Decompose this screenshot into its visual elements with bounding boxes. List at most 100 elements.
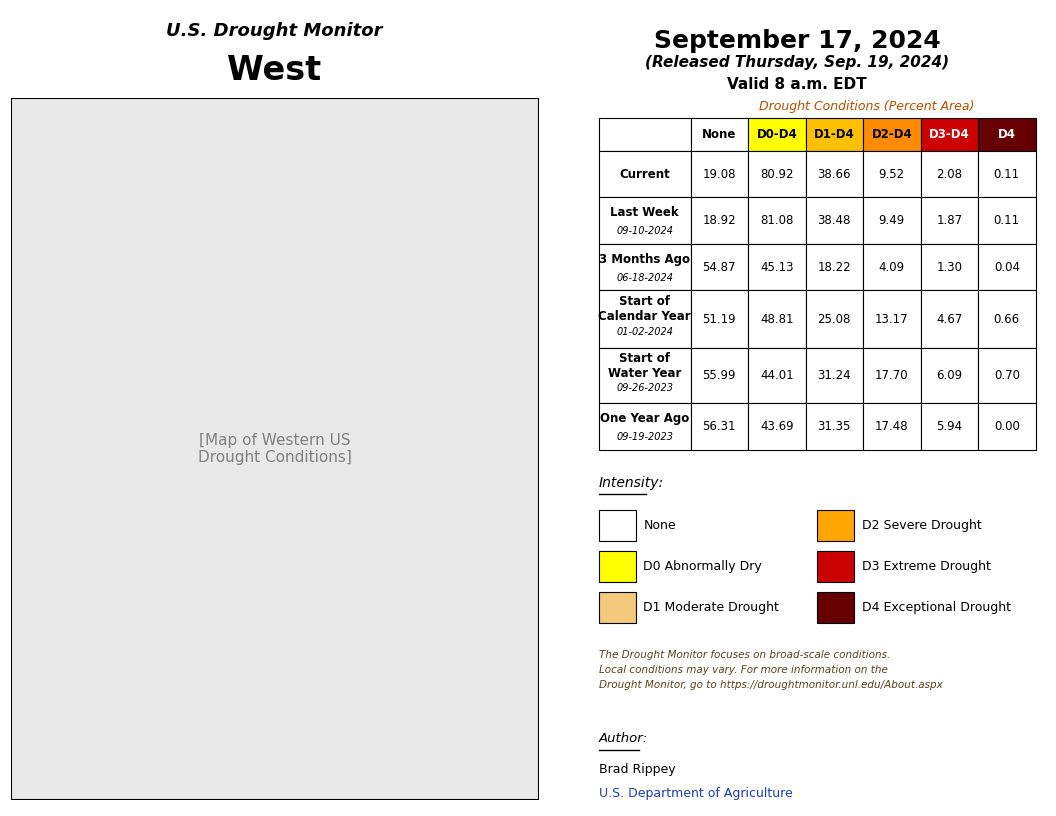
Text: 0.00: 0.00	[994, 420, 1020, 432]
Text: U.S. Drought Monitor: U.S. Drought Monitor	[166, 22, 383, 40]
Text: Start of
Calendar Year: Start of Calendar Year	[599, 295, 691, 323]
Text: 31.35: 31.35	[817, 420, 851, 432]
FancyBboxPatch shape	[806, 348, 863, 403]
Text: 01-02-2024: 01-02-2024	[616, 327, 673, 337]
FancyBboxPatch shape	[691, 403, 748, 450]
FancyBboxPatch shape	[817, 551, 854, 582]
FancyBboxPatch shape	[748, 403, 806, 450]
Text: Start of
Water Year: Start of Water Year	[608, 352, 681, 380]
FancyBboxPatch shape	[748, 348, 806, 403]
Text: 38.66: 38.66	[817, 168, 851, 180]
FancyBboxPatch shape	[978, 197, 1036, 244]
Text: D4 Exceptional Drought: D4 Exceptional Drought	[862, 601, 1011, 614]
FancyBboxPatch shape	[599, 510, 636, 541]
FancyBboxPatch shape	[978, 244, 1036, 290]
Text: 4.09: 4.09	[879, 261, 905, 273]
Text: 0.11: 0.11	[994, 215, 1020, 227]
FancyBboxPatch shape	[748, 118, 806, 151]
Text: 5.94: 5.94	[937, 420, 962, 432]
Text: 9.49: 9.49	[879, 215, 905, 227]
FancyBboxPatch shape	[921, 290, 978, 348]
FancyBboxPatch shape	[978, 348, 1036, 403]
FancyBboxPatch shape	[817, 510, 854, 541]
Text: 09-10-2024: 09-10-2024	[616, 226, 673, 237]
FancyBboxPatch shape	[748, 244, 806, 290]
Text: 81.08: 81.08	[760, 215, 793, 227]
FancyBboxPatch shape	[599, 551, 636, 582]
FancyBboxPatch shape	[817, 592, 854, 623]
Text: 0.04: 0.04	[994, 261, 1020, 273]
Text: 45.13: 45.13	[760, 261, 793, 273]
Text: Author:: Author:	[599, 732, 648, 745]
Text: Valid 8 a.m. EDT: Valid 8 a.m. EDT	[728, 77, 867, 91]
FancyBboxPatch shape	[863, 197, 921, 244]
FancyBboxPatch shape	[921, 348, 978, 403]
Text: 17.48: 17.48	[875, 420, 908, 432]
Text: Drought Conditions (Percent Area): Drought Conditions (Percent Area)	[759, 100, 975, 113]
FancyBboxPatch shape	[863, 403, 921, 450]
Text: 31.24: 31.24	[817, 369, 851, 382]
FancyBboxPatch shape	[691, 290, 748, 348]
Text: 2.08: 2.08	[937, 168, 962, 180]
Text: 1.87: 1.87	[937, 215, 962, 227]
Text: 13.17: 13.17	[875, 313, 908, 326]
Text: 4.67: 4.67	[937, 313, 962, 326]
Text: D4: D4	[998, 128, 1016, 141]
FancyBboxPatch shape	[599, 151, 691, 197]
FancyBboxPatch shape	[921, 151, 978, 197]
FancyBboxPatch shape	[599, 244, 691, 290]
FancyBboxPatch shape	[806, 403, 863, 450]
FancyBboxPatch shape	[921, 403, 978, 450]
Text: 17.70: 17.70	[875, 369, 908, 382]
Text: The Drought Monitor focuses on broad-scale conditions.
Local conditions may vary: The Drought Monitor focuses on broad-sca…	[599, 650, 943, 690]
FancyBboxPatch shape	[806, 118, 863, 151]
FancyBboxPatch shape	[748, 197, 806, 244]
FancyBboxPatch shape	[978, 403, 1036, 450]
FancyBboxPatch shape	[978, 118, 1036, 151]
FancyBboxPatch shape	[863, 151, 921, 197]
Text: 0.70: 0.70	[994, 369, 1020, 382]
FancyBboxPatch shape	[599, 403, 691, 450]
Text: None: None	[702, 128, 736, 141]
FancyBboxPatch shape	[599, 118, 691, 151]
Text: 51.19: 51.19	[702, 313, 736, 326]
Text: Intensity:: Intensity:	[599, 476, 664, 490]
Text: None: None	[643, 519, 676, 532]
FancyBboxPatch shape	[691, 197, 748, 244]
Text: 9.52: 9.52	[879, 168, 905, 180]
FancyBboxPatch shape	[978, 151, 1036, 197]
FancyBboxPatch shape	[691, 118, 748, 151]
Text: 38.48: 38.48	[817, 215, 851, 227]
Text: Brad Rippey: Brad Rippey	[599, 763, 676, 776]
Text: 25.08: 25.08	[817, 313, 851, 326]
Text: 44.01: 44.01	[760, 369, 794, 382]
FancyBboxPatch shape	[599, 290, 691, 348]
Text: 09-26-2023: 09-26-2023	[616, 384, 673, 393]
FancyBboxPatch shape	[921, 244, 978, 290]
Text: D1 Moderate Drought: D1 Moderate Drought	[643, 601, 779, 614]
FancyBboxPatch shape	[691, 244, 748, 290]
Text: D0-D4: D0-D4	[756, 128, 797, 141]
Text: D3 Extreme Drought: D3 Extreme Drought	[862, 560, 991, 573]
FancyBboxPatch shape	[599, 348, 691, 403]
FancyBboxPatch shape	[691, 151, 748, 197]
FancyBboxPatch shape	[978, 290, 1036, 348]
Text: D2 Severe Drought: D2 Severe Drought	[862, 519, 981, 532]
FancyBboxPatch shape	[921, 118, 978, 151]
FancyBboxPatch shape	[921, 197, 978, 244]
Text: D3-D4: D3-D4	[929, 128, 969, 141]
Text: Current: Current	[619, 168, 671, 180]
Text: 54.87: 54.87	[702, 261, 736, 273]
FancyBboxPatch shape	[599, 592, 636, 623]
FancyBboxPatch shape	[599, 197, 691, 244]
Text: Last Week: Last Week	[610, 206, 679, 220]
FancyBboxPatch shape	[806, 244, 863, 290]
FancyBboxPatch shape	[806, 151, 863, 197]
Text: [Map of Western US
Drought Conditions]: [Map of Western US Drought Conditions]	[197, 432, 352, 465]
Text: D0 Abnormally Dry: D0 Abnormally Dry	[643, 560, 762, 573]
Text: 0.11: 0.11	[994, 168, 1020, 180]
Text: 6.09: 6.09	[937, 369, 962, 382]
Text: (Released Thursday, Sep. 19, 2024): (Released Thursday, Sep. 19, 2024)	[645, 55, 949, 70]
FancyBboxPatch shape	[806, 290, 863, 348]
Text: 43.69: 43.69	[760, 420, 794, 432]
